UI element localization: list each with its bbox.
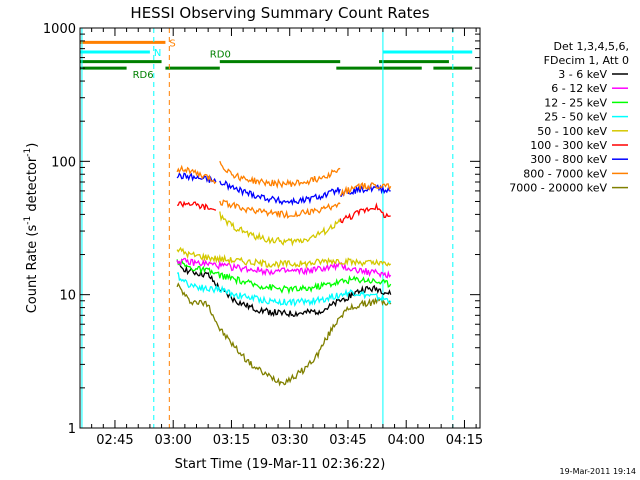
series-line-0-0 [176, 282, 392, 387]
y-axis-ticks: 1 10 100 1000 [43, 22, 480, 437]
x-tick-label-5: 04:00 [387, 433, 424, 448]
y-axis-label: Count Rate (s-1 detector-1) [23, 143, 40, 314]
footer-timestamp: 19-Mar-2011 19:14 [560, 467, 637, 476]
legend-label-7: 800 - 7000 keV [523, 167, 607, 180]
legend: Det 1,3,4,5,6, FDecim 1, Att 0 3 - 6 keV… [509, 40, 629, 195]
chart-title: HESSI Observing Summary Count Rates [130, 4, 429, 22]
series-line-8-1 [219, 160, 341, 190]
vertical-markers [81, 28, 454, 428]
flag-label-rd0: RD0 [210, 50, 231, 61]
series-line-7-2 [340, 183, 391, 197]
legend-label-6: 300 - 800 keV [530, 153, 607, 166]
series-line-3-0 [176, 258, 392, 295]
y-tick-label-1: 10 [59, 289, 76, 304]
legend-label-0: 3 - 6 keV [558, 68, 607, 81]
y-label-sup1: -1 [23, 216, 33, 225]
series-line-5-1 [219, 211, 341, 247]
legend-label-4: 50 - 100 keV [537, 125, 607, 138]
plot-frame [79, 27, 481, 429]
y-tick-label-3: 1000 [43, 22, 76, 37]
legend-label-5: 100 - 300 keV [530, 139, 607, 152]
series-line-5-0 [176, 246, 392, 270]
y-label-main: Count Rate (s [25, 225, 40, 314]
legend-header-line2: FDecim 1, Att 0 [544, 54, 629, 67]
x-tick-label-4: 03:45 [329, 433, 366, 448]
legend-label-3: 25 - 50 keV [544, 111, 607, 124]
series-line-6-0 [176, 200, 217, 211]
x-axis-ticks: 02:45 03:00 03:15 03:30 03:45 04:00 04:15 [91, 28, 483, 448]
y-tick-label-0: 1 [68, 422, 76, 437]
x-tick-label-2: 03:15 [213, 433, 250, 448]
data-series [176, 160, 392, 387]
flag-label-rd6: RD6 [133, 70, 154, 81]
y-label-mid: detector [25, 156, 40, 216]
x-tick-label-3: 03:30 [271, 433, 308, 448]
series-line-4-0 [176, 257, 392, 279]
y-label-sup2: -1 [23, 148, 33, 157]
series-line-8-0 [176, 164, 217, 185]
series-line-1-0 [176, 260, 392, 318]
flag-label-n: N [154, 48, 161, 59]
y-tick-label-2: 100 [51, 155, 76, 170]
series-line-7-0 [176, 171, 217, 183]
series-line-2-0 [177, 272, 392, 308]
legend-label-1: 6 - 12 keV [551, 82, 607, 95]
x-axis-label: Start Time (19-Mar-11 02:36:22) [175, 457, 386, 472]
series-line-6-1 [339, 202, 391, 224]
x-tick-label-6: 04:15 [446, 433, 483, 448]
x-tick-label-1: 03:00 [154, 433, 191, 448]
legend-header-line1: Det 1,3,4,5,6, [553, 40, 629, 53]
x-tick-label-0: 02:45 [96, 433, 133, 448]
flag-label-s: S [169, 38, 175, 49]
y-label-end: ) [25, 143, 40, 148]
series-line-7-1 [219, 179, 341, 207]
flag-bars: SN RD0 RD6 [80, 38, 473, 81]
series-line-8-2 [339, 182, 392, 197]
series-line-8-3 [219, 199, 341, 220]
legend-label-2: 12 - 25 keV [544, 96, 607, 109]
legend-label-8: 7000 - 20000 keV [509, 182, 607, 195]
